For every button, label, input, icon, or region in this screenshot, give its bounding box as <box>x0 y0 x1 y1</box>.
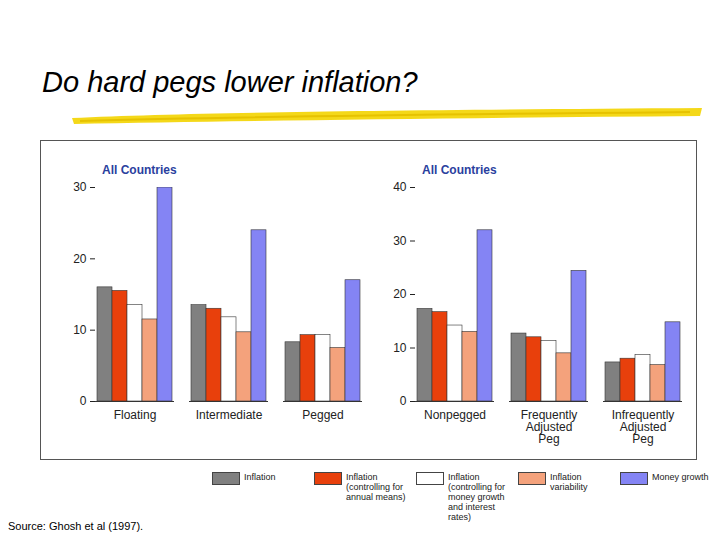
html-text:All Countries: All Countries <box>422 163 497 177</box>
html-text:Do hard pegs lower inflation?: Do hard pegs lower inflation? <box>42 66 418 98</box>
svg-text:FrequentlyAdjustedPeg: FrequentlyAdjustedPeg <box>521 408 578 446</box>
svg-text:30: 30 <box>73 180 87 194</box>
html-text:Money growth: Money growth <box>652 472 709 482</box>
svg-text:20: 20 <box>393 287 407 301</box>
svg-text:10: 10 <box>393 341 407 355</box>
svg-text:10: 10 <box>73 323 87 337</box>
svg-text:Floating: Floating <box>114 408 157 422</box>
svg-text:30: 30 <box>393 234 407 248</box>
svg-text:InfrequentlyAdjustedPeg: InfrequentlyAdjustedPeg <box>612 408 675 446</box>
html-text:Inflation (controlling for mon: Inflation (controlling for money growth … <box>448 472 505 522</box>
html-text:Inflation (controlling for ann: Inflation (controlling for annual means) <box>346 472 406 502</box>
html-text:All Countries: All Countries <box>102 163 177 177</box>
html-text:Inflation variability: Inflation variability <box>550 472 588 492</box>
svg-text:20: 20 <box>73 252 87 266</box>
svg-text:Nonpegged: Nonpegged <box>424 408 486 422</box>
svg-text:Pegged: Pegged <box>302 408 343 422</box>
svg-text:40: 40 <box>393 180 407 194</box>
html-text:Source: Ghosh et al (1997).: Source: Ghosh et al (1997). <box>8 520 144 532</box>
html-text:Inflation: Inflation <box>244 472 276 482</box>
svg-text:Intermediate: Intermediate <box>196 408 263 422</box>
svg-text:0: 0 <box>80 394 87 408</box>
svg-text:0: 0 <box>400 394 407 408</box>
